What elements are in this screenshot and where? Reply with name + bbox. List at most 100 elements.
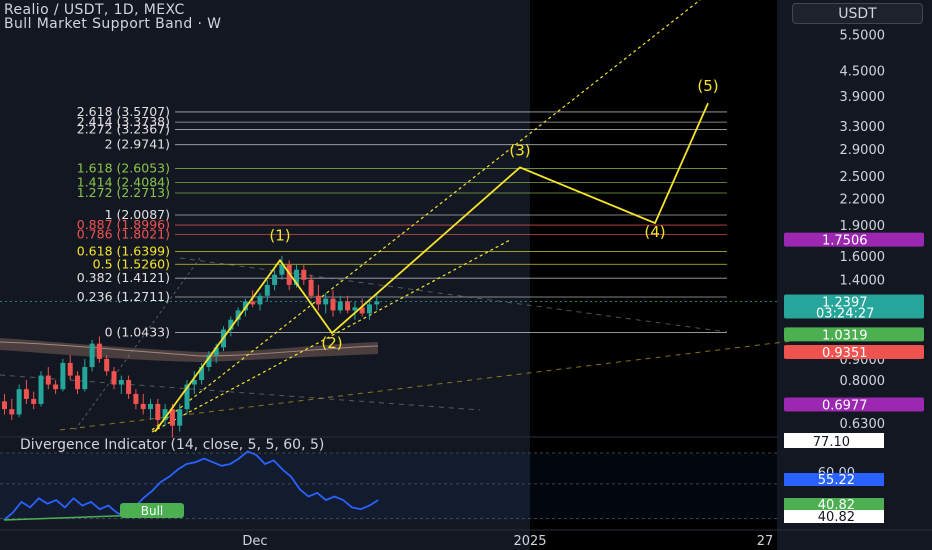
wave-label: (4) xyxy=(644,223,665,241)
fib-label: 0.236 (1.2711) xyxy=(77,289,170,304)
candle-body xyxy=(286,264,292,285)
indicator-title: Divergence Indicator (14, close, 5, 5, 6… xyxy=(20,437,324,453)
candle-body xyxy=(23,389,29,399)
price-label: 0.6977 xyxy=(822,399,868,414)
fib-label: 0.887 (1.8996) xyxy=(77,217,170,232)
fib-label: 2.414 (3.3738) xyxy=(77,114,170,129)
wave-label: (5) xyxy=(697,77,718,95)
trend-gray-2 xyxy=(179,257,728,333)
candle-body xyxy=(374,301,380,305)
channel-upper xyxy=(151,0,701,431)
candle-body xyxy=(367,304,372,314)
fib-label: 1.618 (2.6053) xyxy=(77,160,170,175)
fib-label: 0.786 (1.8021) xyxy=(77,226,170,241)
candle-body xyxy=(272,274,278,285)
fib-label: 1 (2.0087) xyxy=(105,207,170,222)
candle-body xyxy=(250,301,256,305)
ind-tick-box xyxy=(784,473,884,486)
indicator-band xyxy=(0,453,777,520)
fib-label: 0.618 (1.6399) xyxy=(77,243,170,258)
wave-label: (2) xyxy=(321,334,342,352)
candle-body xyxy=(337,301,343,311)
ind-tick: 77.10 xyxy=(813,435,850,450)
candle-body xyxy=(242,301,248,311)
ind-tick-box xyxy=(784,498,884,510)
support-band-line xyxy=(0,341,379,357)
fib-label: 1.414 (2.4084) xyxy=(77,175,170,190)
price-label-bg xyxy=(784,232,924,247)
x-tick: Dec xyxy=(242,534,267,549)
fib-label: 2.272 (3.2367) xyxy=(77,122,170,137)
candle-body xyxy=(96,343,102,359)
candle-body xyxy=(111,371,117,385)
candle-body xyxy=(38,375,44,404)
candle-body xyxy=(75,375,80,390)
price-tick: 2.9000 xyxy=(840,143,886,158)
price-tick: 1.9000 xyxy=(840,219,886,234)
candle-body xyxy=(9,409,15,415)
price-tick: 2.2000 xyxy=(840,193,886,208)
wave-label: (3) xyxy=(509,141,530,159)
x-tick: 2025 xyxy=(513,534,546,549)
candle-body xyxy=(118,380,124,385)
ind-tick-box xyxy=(784,433,884,448)
candle-body xyxy=(206,354,212,368)
candle-body xyxy=(191,380,197,385)
price-tick: 1.6000 xyxy=(840,250,886,265)
fib-label: 2 (2.9741) xyxy=(105,137,170,152)
candle-body xyxy=(177,409,183,426)
price-tick: 0.8000 xyxy=(840,374,886,389)
candle-body xyxy=(89,343,95,368)
candle-body xyxy=(308,279,314,296)
price-label-bg xyxy=(784,327,924,342)
candle-body xyxy=(235,310,241,320)
price-tick: 1.4000 xyxy=(840,274,886,289)
bull-label: Bull xyxy=(141,504,164,518)
ind-tick: 40.82 xyxy=(818,510,855,525)
price-tick: 4.5000 xyxy=(840,64,886,79)
candle-body xyxy=(345,301,351,311)
price-label-bg xyxy=(784,397,924,412)
candle-body xyxy=(60,362,66,390)
candle-body xyxy=(16,389,22,415)
fib-label: 0.382 (1.4121) xyxy=(77,270,170,285)
bull-label-bg xyxy=(120,503,184,518)
candle-body xyxy=(264,284,270,296)
candle-body xyxy=(169,409,175,426)
channel-lower xyxy=(151,239,511,433)
fib-label: 2.618 (3.5707) xyxy=(77,104,170,119)
candle-body xyxy=(352,307,358,311)
chart-title: Realio / USDT, 1D, MEXC xyxy=(4,2,185,18)
candle-body xyxy=(301,269,307,280)
candle-body xyxy=(2,401,7,410)
currency-button[interactable]: USDT xyxy=(792,3,923,24)
indicator-subtitle: Bull Market Support Band · W xyxy=(4,16,222,32)
candle-body xyxy=(213,347,219,355)
candle-body xyxy=(140,403,146,410)
price-label: 1.0319 xyxy=(822,328,868,343)
candle-body xyxy=(82,367,88,390)
candle-body xyxy=(53,384,59,390)
candle-body xyxy=(294,269,299,285)
candle-body xyxy=(126,380,132,394)
candle-body xyxy=(279,264,285,275)
candle-body xyxy=(155,403,161,420)
candle-body xyxy=(133,393,139,404)
indicator-line xyxy=(3,450,379,521)
price-label: 1.2397 xyxy=(822,296,868,311)
price-tick: 0.6300 xyxy=(840,417,886,432)
trend-gray xyxy=(0,374,481,411)
price-label: 0.9351 xyxy=(822,346,868,361)
fib-label: 0.5 (1.5260) xyxy=(93,256,170,271)
candle-body xyxy=(199,367,205,380)
candle-body xyxy=(359,307,365,314)
fib-label: 0 (1.0433) xyxy=(105,324,170,339)
price-label: 1.7506 xyxy=(822,234,868,249)
countdown-label: 03:24:27 xyxy=(816,307,874,322)
candle-body xyxy=(184,384,190,410)
candle-body xyxy=(148,403,153,410)
ind-tick: 55.22 xyxy=(818,473,855,488)
price-tick: 3.3000 xyxy=(840,120,886,135)
